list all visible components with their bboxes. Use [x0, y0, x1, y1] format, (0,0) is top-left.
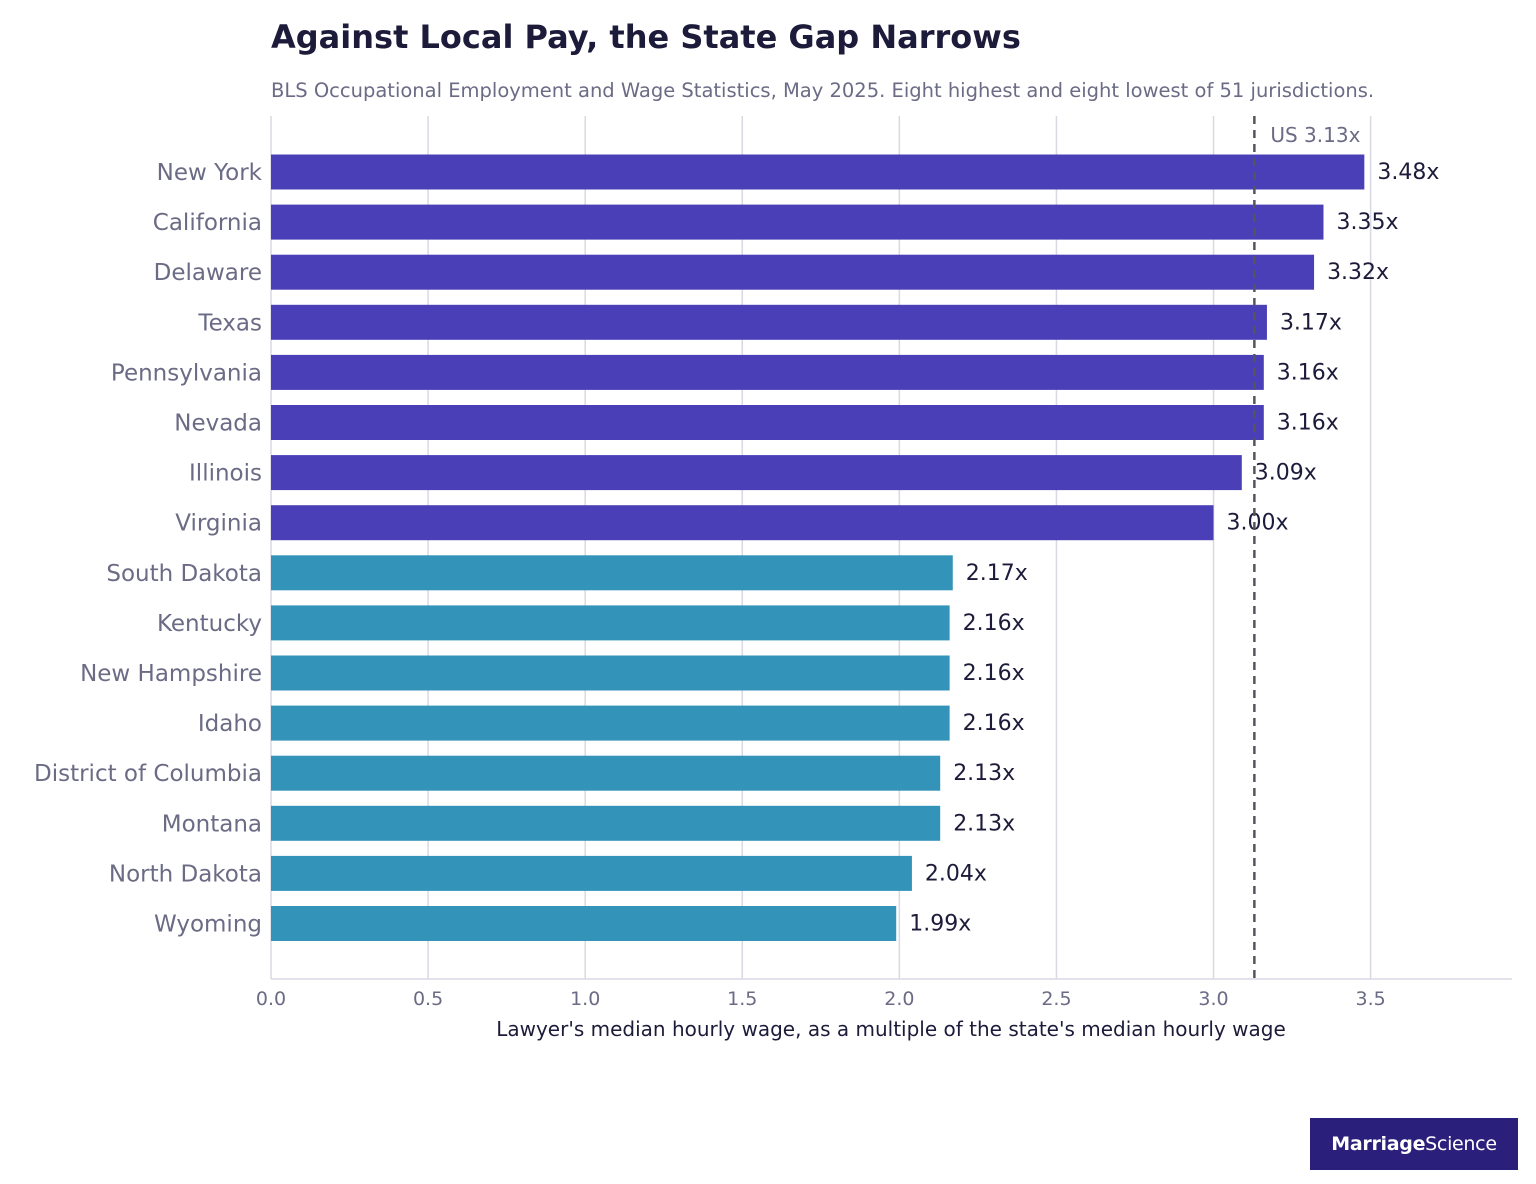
value-labels: 3.48x 3.35x 3.32x 3.17x 3.16x 3.16x 3.09x 3.00x…	[909, 160, 1439, 937]
bar	[271, 855, 912, 891]
brand-logo: Marriage Science	[1310, 1118, 1518, 1170]
bar	[271, 505, 1214, 541]
x-axis-label: Lawyer's median hourly wage, as a multip…	[496, 1017, 1286, 1041]
value-label: 2.13x	[953, 811, 1015, 836]
category-label: Kentucky	[157, 611, 262, 637]
us-reference: US 3.13x	[1253, 116, 1361, 979]
value-label: 2.16x	[963, 711, 1025, 736]
bar	[271, 705, 950, 741]
value-label: 3.16x	[1277, 411, 1339, 436]
category-label: New Hampshire	[80, 661, 262, 687]
bar	[271, 405, 1264, 440]
x-axis: 0.0 0.5 1.0 1.5 2.0 2.5 3.0 3.5	[256, 978, 1512, 1010]
category-label: South Dakota	[106, 561, 262, 587]
x-tick-label: 0.5	[413, 988, 443, 1010]
value-label: 2.13x	[953, 761, 1015, 786]
bar	[271, 906, 897, 941]
value-label: 3.32x	[1327, 260, 1389, 285]
category-label: Delaware	[154, 260, 262, 286]
category-label: Montana	[162, 811, 262, 837]
x-tick-label: 3.0	[1198, 988, 1228, 1010]
bar	[271, 354, 1264, 390]
category-label: Idaho	[198, 711, 262, 737]
category-label: New York	[157, 160, 263, 186]
category-label: Wyoming	[154, 912, 262, 938]
chart-title: Against Local Pay, the State Gap Narrows	[271, 18, 1021, 56]
bars	[271, 154, 1365, 941]
category-label: Pennsylvania	[111, 360, 262, 386]
brand-name-light: Science	[1425, 1133, 1497, 1155]
value-label: 2.16x	[963, 661, 1025, 686]
bar	[271, 555, 953, 591]
category-label: California	[153, 210, 262, 236]
x-tick-label: 2.0	[884, 988, 914, 1010]
value-label: 3.09x	[1255, 461, 1317, 486]
bar	[271, 204, 1324, 240]
grid-lines	[270, 116, 1372, 979]
x-tick-label: 1.5	[727, 988, 757, 1010]
value-label: 3.17x	[1280, 310, 1342, 335]
value-label: 3.48x	[1377, 160, 1439, 185]
category-label: District of Columbia	[34, 761, 262, 787]
category-label: Illinois	[189, 461, 262, 487]
x-tick-label: 3.5	[1356, 988, 1386, 1010]
value-label: 1.99x	[909, 912, 971, 937]
x-tick-label: 1.0	[570, 988, 600, 1010]
category-labels: New York California Delaware Texas Pennsylva…	[34, 160, 263, 938]
category-label: Texas	[197, 310, 262, 336]
bar	[271, 605, 950, 641]
x-tick-label: 0.0	[256, 988, 286, 1010]
value-label: 2.16x	[963, 611, 1025, 636]
category-label: North Dakota	[109, 861, 262, 887]
bar	[271, 455, 1242, 491]
bar	[271, 254, 1315, 290]
brand-name-strong: Marriage	[1331, 1133, 1426, 1155]
bar	[271, 755, 941, 791]
x-tick-label: 2.5	[1041, 988, 1071, 1010]
category-label: Nevada	[174, 411, 262, 437]
bar	[271, 805, 941, 841]
category-label: Virginia	[175, 511, 262, 537]
bar	[271, 655, 950, 691]
bar	[271, 304, 1267, 340]
chart-subtitle: BLS Occupational Employment and Wage Sta…	[271, 79, 1375, 102]
value-label: 2.04x	[925, 861, 987, 886]
value-label: 3.00x	[1227, 511, 1289, 536]
us-reference-label: US 3.13x	[1270, 123, 1360, 147]
value-label: 3.35x	[1336, 210, 1398, 235]
value-label: 2.17x	[966, 561, 1028, 586]
value-label: 3.16x	[1277, 360, 1339, 385]
bar	[271, 154, 1365, 190]
